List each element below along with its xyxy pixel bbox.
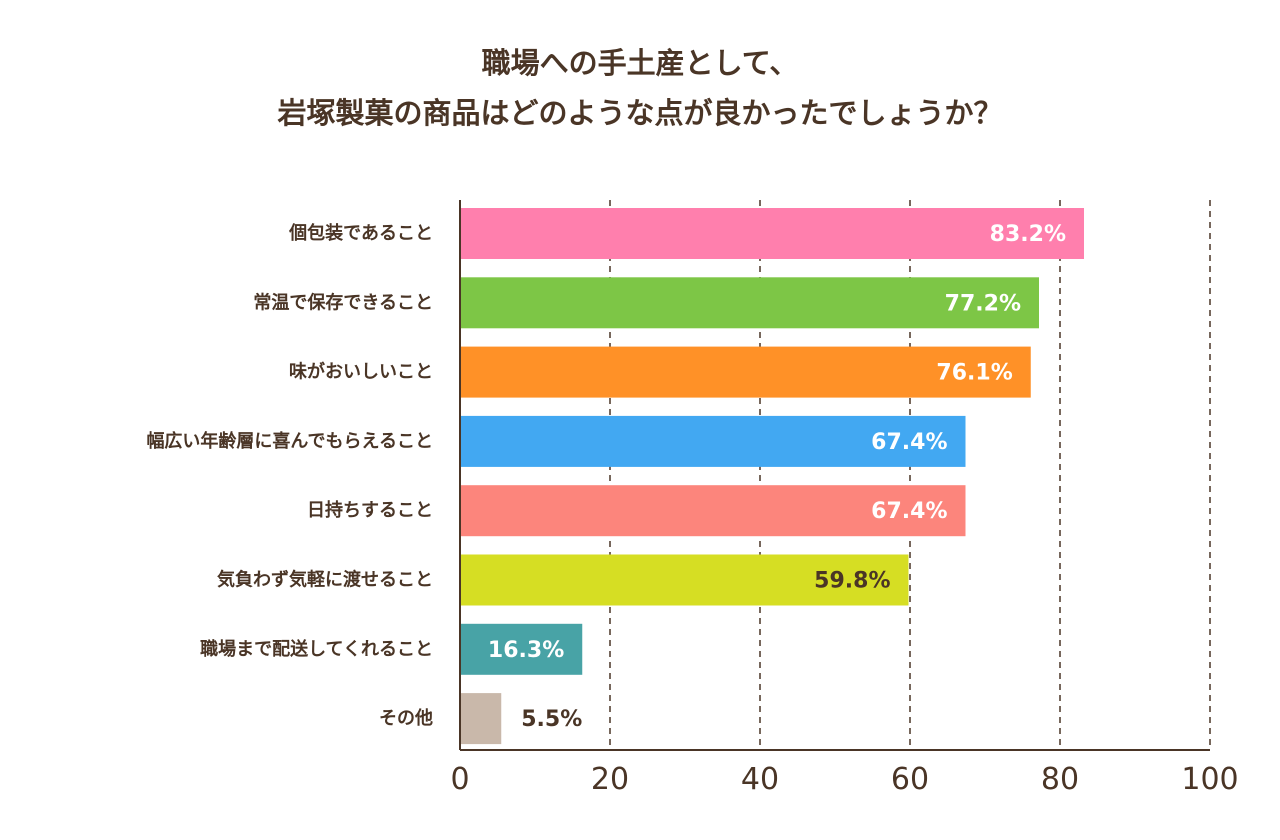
x-tick-label-80: 80 bbox=[1041, 762, 1079, 797]
value-label-7: 5.5% bbox=[521, 707, 582, 732]
bar-5 bbox=[460, 554, 909, 606]
bar-4 bbox=[460, 485, 966, 537]
value-label-3: 67.4% bbox=[871, 430, 947, 455]
value-label-6: 16.3% bbox=[488, 638, 564, 663]
category-label-3: 幅広い年齢層に喜んでもらえること bbox=[146, 430, 433, 452]
x-tick-label-20: 20 bbox=[591, 762, 629, 797]
bar-3 bbox=[460, 415, 966, 467]
value-label-1: 77.2% bbox=[945, 291, 1021, 316]
chart-title: 職場への手土産として、 岩塚製菓の商品はどのような点が良かったでしょうか？ bbox=[0, 38, 1280, 138]
value-label-5: 59.8% bbox=[814, 569, 890, 594]
category-label-6: 職場まで配送してくれること bbox=[200, 638, 433, 660]
bar-6 bbox=[460, 623, 583, 675]
category-label-2: 味がおいしいこと bbox=[289, 361, 433, 383]
x-tick-label-0: 0 bbox=[450, 762, 469, 797]
bar-7 bbox=[460, 693, 502, 745]
bar-2 bbox=[460, 346, 1031, 398]
category-label-1: 常温で保存できること bbox=[253, 291, 433, 313]
category-label-4: 日持ちすること bbox=[307, 499, 433, 521]
bar-1 bbox=[460, 277, 1039, 329]
x-tick-label-100: 100 bbox=[1181, 762, 1238, 797]
category-label-0: 個包装であること bbox=[288, 222, 433, 244]
category-label-7: その他 bbox=[379, 707, 433, 729]
bar-0 bbox=[460, 208, 1084, 259]
x-tick-label-40: 40 bbox=[741, 762, 779, 797]
category-label-5: 気負わず気軽に渡せること bbox=[217, 569, 433, 591]
value-label-2: 76.1% bbox=[936, 361, 1012, 386]
chart-title-line-1: 職場への手土産として、 bbox=[481, 46, 799, 80]
chart-title-line-2: 岩塚製菓の商品はどのような点が良かったでしょうか？ bbox=[277, 96, 1003, 130]
value-label-4: 67.4% bbox=[871, 499, 947, 524]
value-label-0: 83.2% bbox=[990, 222, 1066, 247]
x-tick-label-60: 60 bbox=[891, 762, 929, 797]
